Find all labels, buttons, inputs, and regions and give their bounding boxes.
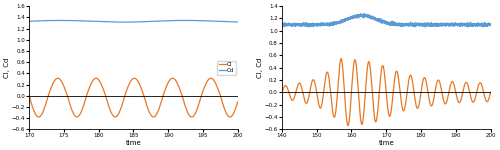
- Cd: [115, 21, 121, 23]
- Y-axis label: Cl, Cd: Cl, Cd: [4, 58, 10, 78]
- Cd: [484, 24, 490, 25]
- Cl: [315, 100, 321, 102]
- Cl: [368, 75, 374, 77]
- Cd: [106, 21, 112, 23]
- Cl: [112, 116, 118, 118]
- Cl: [62, 89, 68, 91]
- Cl: [484, 101, 490, 102]
- Cl: [235, 101, 241, 103]
- Cl: [132, 77, 138, 79]
- Cd: [488, 24, 494, 25]
- Cl: [208, 77, 214, 79]
- Legend: Cl, Cd: Cl, Cd: [217, 60, 236, 75]
- Cd: [235, 21, 241, 23]
- Cl: [231, 112, 237, 114]
- Cd: [120, 21, 126, 23]
- Cl: [115, 113, 121, 115]
- Cd: [58, 20, 64, 21]
- Line: Cd: Cd: [282, 14, 490, 27]
- Cl: [279, 92, 285, 93]
- Cl: [302, 102, 308, 104]
- Cd: [359, 15, 365, 16]
- Cl: [461, 85, 467, 87]
- Line: Cd: Cd: [29, 20, 238, 22]
- Cd: [358, 13, 364, 15]
- X-axis label: time: time: [378, 140, 394, 146]
- Cl: [488, 92, 494, 93]
- Cd: [62, 20, 68, 21]
- Cd: [302, 25, 308, 27]
- Cl: [345, 125, 351, 126]
- X-axis label: time: time: [126, 140, 142, 146]
- Cd: [279, 22, 285, 24]
- Cd: [231, 21, 237, 23]
- Cl: [50, 83, 56, 84]
- Cd: [26, 20, 32, 22]
- Cd: [465, 26, 471, 28]
- Cd: [461, 23, 467, 25]
- Line: Cl: Cl: [29, 78, 238, 117]
- Cd: [208, 20, 214, 22]
- Cl: [26, 95, 32, 97]
- Cd: [50, 20, 56, 21]
- Line: Cl: Cl: [282, 58, 490, 126]
- Cd: [315, 25, 321, 26]
- Cl: [359, 123, 365, 125]
- Cl: [106, 106, 112, 108]
- Y-axis label: Cl, Cd: Cl, Cd: [257, 58, 263, 78]
- Cd: [368, 15, 374, 17]
- Cl: [338, 58, 344, 59]
